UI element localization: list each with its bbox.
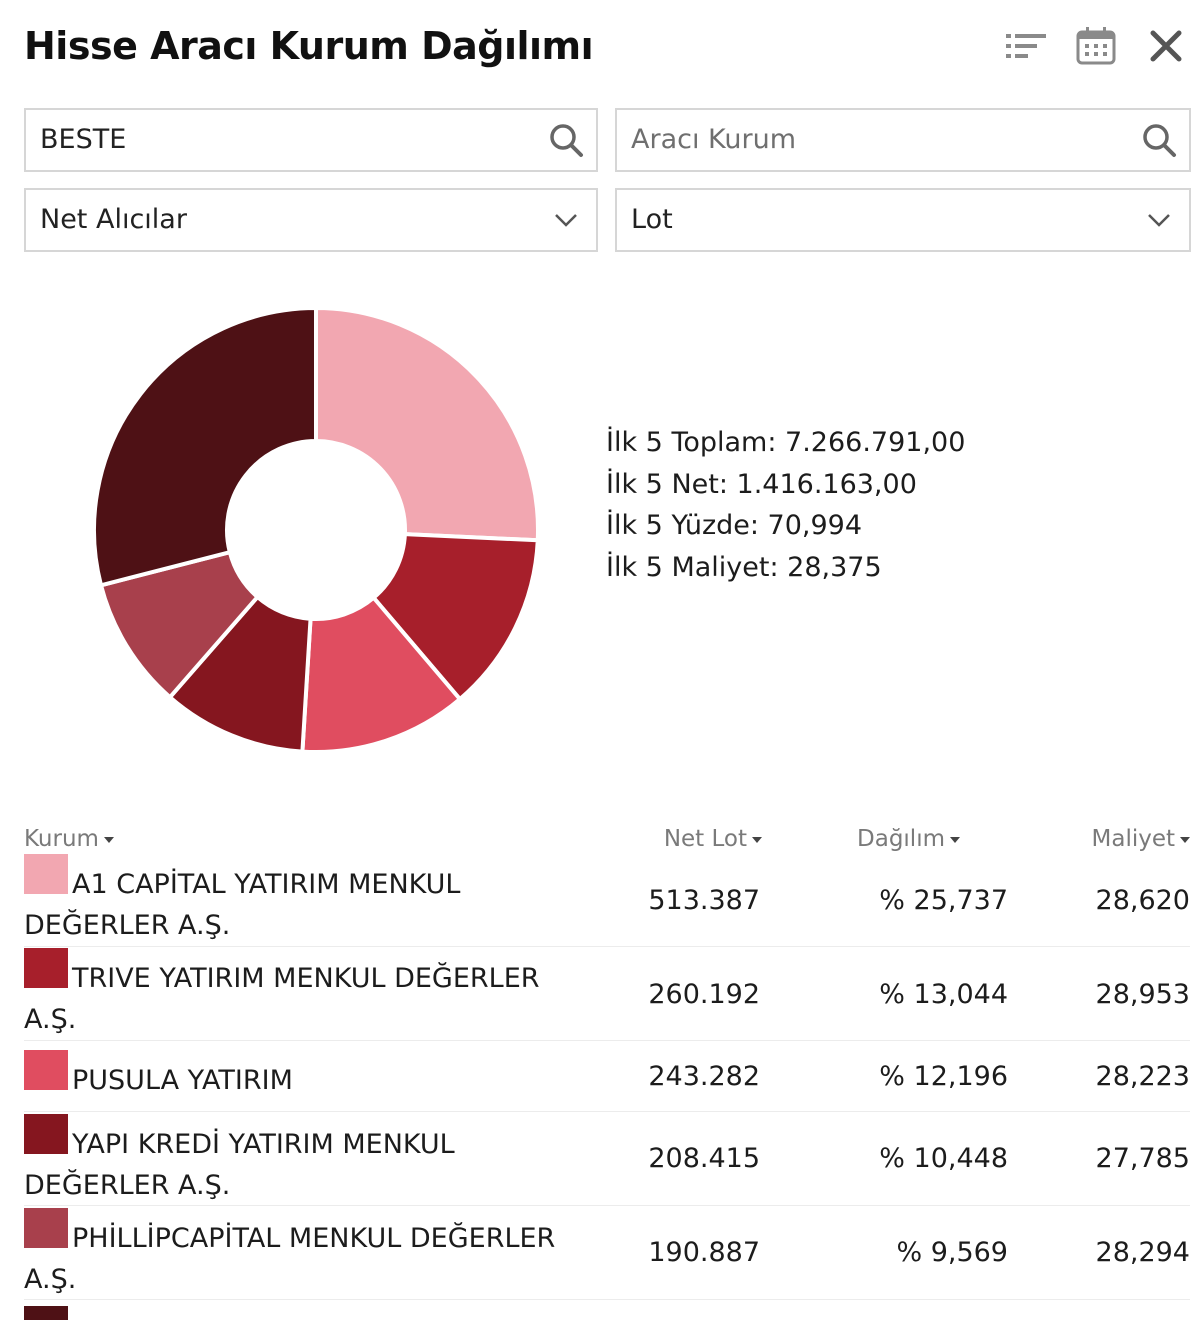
donut-slice[interactable] — [371, 532, 540, 702]
broker-donut-chart — [92, 306, 540, 754]
chevron-down-icon — [1141, 202, 1177, 238]
panel-header: Hisse Aracı Kurum Dağılımı — [24, 22, 1190, 78]
sort-caret-icon — [103, 836, 114, 843]
legend-swatch — [24, 854, 68, 894]
net-lot-value: 243.282 — [648, 1061, 760, 1092]
cost-value: 28,294 — [1095, 1237, 1190, 1268]
calendar-icon[interactable] — [1072, 22, 1120, 70]
top5-percent: İlk 5 Yüzde: 70,994 — [606, 510, 863, 541]
table-row[interactable]: PHİLLİPCAPİTAL MENKUL DEĞERLER A.Ş. 190.… — [24, 1208, 1190, 1300]
distribution-value: % 12,196 — [879, 1061, 1008, 1092]
broker-name: YAPI KREDİ YATIRIM MENKUL DEĞERLER A.Ş. — [24, 1129, 455, 1201]
close-icon[interactable] — [1142, 22, 1190, 70]
chevron-down-icon — [548, 202, 584, 238]
cost-value: 28,620 — [1095, 885, 1190, 916]
page-title: Hisse Aracı Kurum Dağılımı — [24, 24, 594, 68]
stock-search-input[interactable]: BESTE — [24, 108, 598, 172]
unit-select-value: Lot — [631, 204, 673, 235]
top5-cost: İlk 5 Maliyet: 28,375 — [606, 551, 882, 583]
broker-name: PHİLLİPCAPİTAL MENKUL DEĞERLER A.Ş. — [24, 1223, 556, 1295]
broker-search-input[interactable]: Aracı Kurum — [615, 108, 1191, 172]
broker-name: PUSULA YATIRIM — [72, 1065, 293, 1096]
unit-select[interactable]: Lot — [615, 188, 1191, 252]
table-row[interactable]: PUSULA YATIRIM 243.282 % 12,196 28,223 — [24, 1050, 1190, 1112]
sort-caret-icon — [950, 836, 960, 843]
table-header: Kurum Net Lot Dağılım Maliyet — [24, 820, 1190, 860]
net-lot-value: 513.387 — [648, 885, 760, 916]
column-header-dagilim[interactable]: Dağılım — [857, 826, 960, 852]
distribution-value: % 13,044 — [879, 979, 1008, 1010]
legend-swatch — [24, 1050, 68, 1090]
top5-summary: İlk 5 Toplam: 7.266.791,00 İlk 5 Net: 1.… — [606, 422, 965, 588]
sort-caret-icon — [752, 836, 762, 843]
cost-value: 28,223 — [1095, 1061, 1190, 1092]
donut-slice[interactable] — [92, 306, 318, 588]
net-lot-value: 208.415 — [648, 1143, 760, 1174]
legend-swatch — [24, 1114, 68, 1154]
legend-swatch — [24, 1208, 68, 1248]
table-row[interactable]: A1 CAPİTAL YATIRIM MENKUL DEĞERLER A.Ş. … — [24, 854, 1190, 947]
legend-swatch — [24, 948, 68, 988]
broker-search-placeholder: Aracı Kurum — [631, 124, 797, 155]
net-lot-value: 260.192 — [648, 979, 760, 1010]
header-actions — [980, 22, 1190, 70]
distribution-value: % 25,737 — [879, 885, 1008, 916]
side-select-value: Net Alıcılar — [40, 204, 187, 235]
donut-slice[interactable] — [314, 306, 540, 543]
donut-slice[interactable] — [300, 595, 462, 754]
sort-list-icon[interactable] — [1002, 22, 1050, 70]
table-row[interactable]: TRIVE YATIRIM MENKUL DEĞERLER A.Ş. 260.1… — [24, 948, 1190, 1041]
cost-value: 28,953 — [1095, 979, 1190, 1010]
sort-caret-icon — [1180, 836, 1190, 843]
stock-search-value: BESTE — [40, 124, 127, 155]
distribution-value: % 10,448 — [879, 1143, 1008, 1174]
side-select[interactable]: Net Alıcılar — [24, 188, 598, 252]
table-row[interactable]: YAPI KREDİ YATIRIM MENKUL DEĞERLER A.Ş. … — [24, 1114, 1190, 1206]
legend-swatch — [24, 1306, 68, 1320]
column-header-kurum[interactable]: Kurum — [24, 826, 114, 852]
broker-name: TRIVE YATIRIM MENKUL DEĞERLER A.Ş. — [24, 963, 540, 1035]
cost-value: 27,785 — [1095, 1143, 1190, 1174]
net-lot-value: 190.887 — [648, 1237, 760, 1268]
top5-net: İlk 5 Net: 1.416.163,00 — [606, 468, 917, 500]
column-header-net-lot[interactable]: Net Lot — [664, 826, 762, 852]
distribution-value: % 9,569 — [896, 1237, 1008, 1268]
search-icon[interactable] — [1141, 122, 1177, 158]
top5-total: İlk 5 Toplam: 7.266.791,00 — [606, 427, 966, 458]
column-header-maliyet[interactable]: Maliyet — [1092, 826, 1190, 852]
broker-name: A1 CAPİTAL YATIRIM MENKUL DEĞERLER A.Ş. — [24, 869, 461, 941]
search-icon[interactable] — [548, 122, 584, 158]
